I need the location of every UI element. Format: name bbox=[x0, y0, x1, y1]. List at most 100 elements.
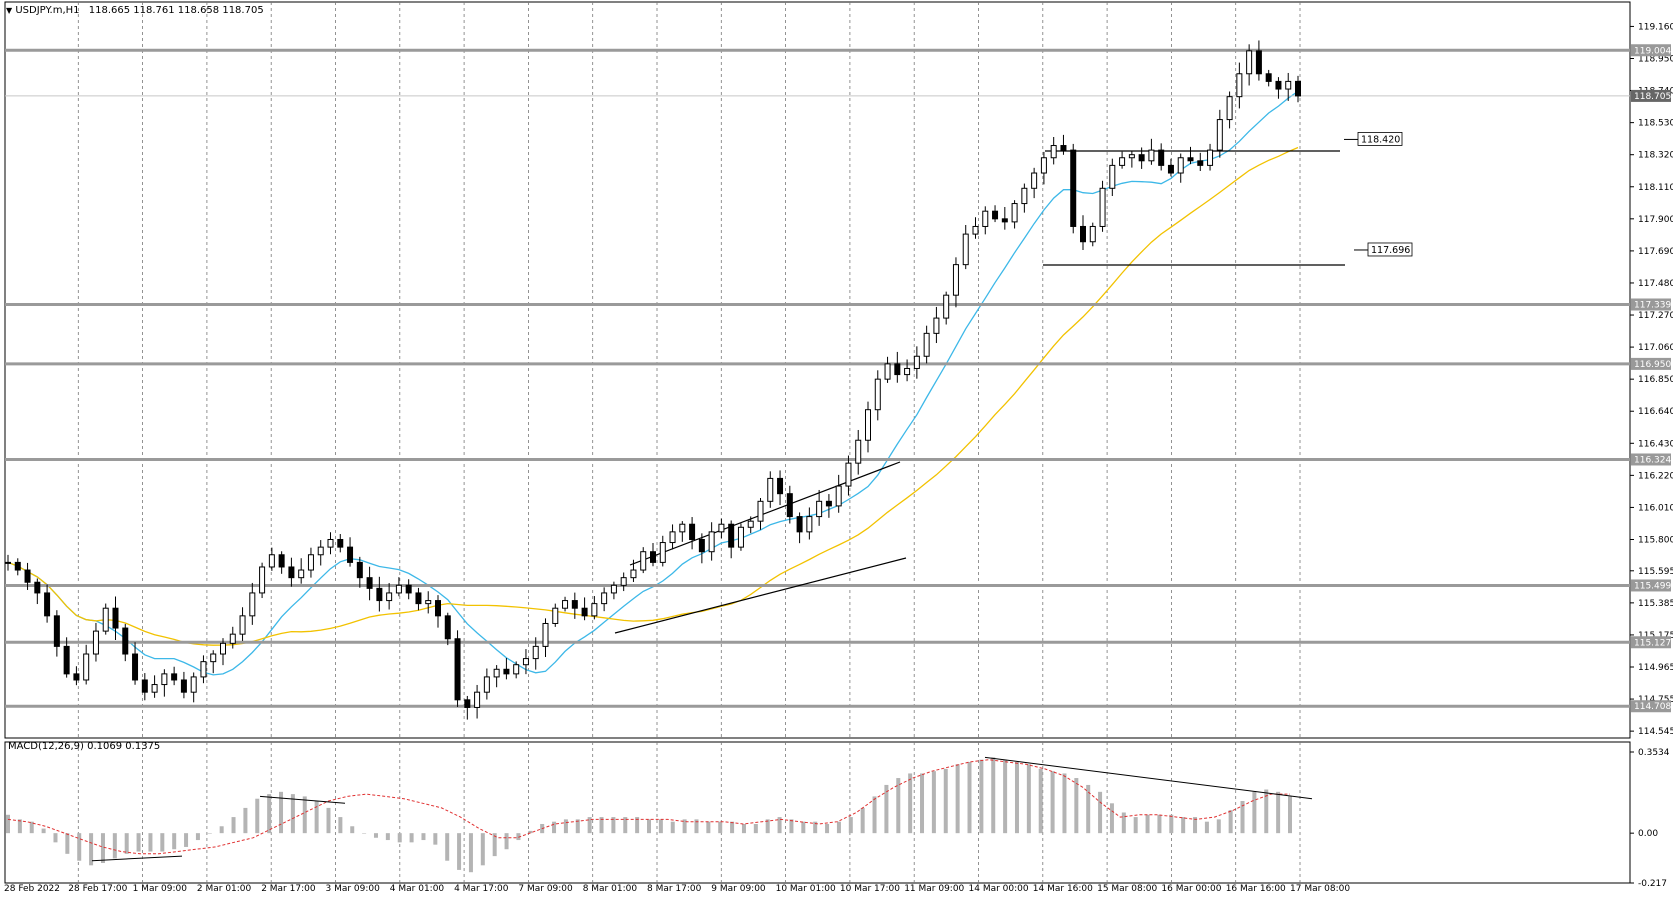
candle[interactable] bbox=[923, 325, 930, 364]
macd-divergence-line[interactable] bbox=[91, 855, 183, 862]
candle[interactable] bbox=[972, 217, 979, 239]
macd-divergence-line[interactable] bbox=[259, 795, 346, 804]
candle[interactable] bbox=[943, 291, 950, 325]
candle[interactable] bbox=[1295, 75, 1301, 103]
candle[interactable] bbox=[405, 579, 412, 600]
candle[interactable] bbox=[5, 554, 11, 571]
candle[interactable] bbox=[171, 666, 178, 686]
candle[interactable] bbox=[689, 517, 696, 550]
candle[interactable] bbox=[1226, 91, 1233, 129]
candle[interactable] bbox=[229, 626, 236, 649]
candle[interactable] bbox=[786, 485, 793, 524]
candle[interactable] bbox=[200, 655, 207, 684]
candle[interactable] bbox=[24, 562, 31, 590]
candle[interactable] bbox=[356, 556, 363, 588]
candle[interactable] bbox=[679, 521, 686, 542]
candle[interactable] bbox=[1031, 167, 1038, 199]
candle[interactable] bbox=[278, 551, 285, 574]
candle[interactable] bbox=[933, 306, 940, 344]
candle[interactable] bbox=[835, 474, 842, 513]
candle[interactable] bbox=[298, 558, 305, 584]
candle[interactable] bbox=[874, 370, 881, 421]
candle[interactable] bbox=[190, 672, 197, 703]
candle[interactable] bbox=[1246, 44, 1253, 86]
candle[interactable] bbox=[112, 596, 119, 640]
candle[interactable] bbox=[1236, 62, 1243, 109]
candle[interactable] bbox=[444, 612, 451, 646]
candle[interactable] bbox=[669, 524, 676, 550]
candle[interactable] bbox=[601, 587, 608, 612]
candle[interactable] bbox=[737, 523, 744, 551]
candle[interactable] bbox=[1138, 147, 1145, 169]
candle[interactable] bbox=[63, 637, 70, 678]
candle[interactable] bbox=[1285, 72, 1292, 101]
candle[interactable] bbox=[1099, 180, 1106, 232]
candle[interactable] bbox=[1050, 136, 1057, 165]
candle[interactable] bbox=[386, 583, 393, 610]
candle[interactable] bbox=[1060, 134, 1067, 155]
candle[interactable] bbox=[845, 455, 852, 496]
candle[interactable] bbox=[92, 622, 99, 662]
candle[interactable] bbox=[767, 471, 774, 508]
candle[interactable] bbox=[307, 547, 314, 578]
candle[interactable] bbox=[1255, 40, 1262, 81]
candle[interactable] bbox=[464, 695, 471, 720]
candle[interactable] bbox=[1109, 158, 1116, 197]
candle[interactable] bbox=[1167, 158, 1174, 177]
candle[interactable] bbox=[992, 205, 999, 223]
candle[interactable] bbox=[132, 642, 139, 685]
candle[interactable] bbox=[581, 597, 588, 621]
candle[interactable] bbox=[552, 603, 559, 627]
candle[interactable] bbox=[1275, 77, 1282, 99]
candle[interactable] bbox=[34, 578, 41, 605]
candle[interactable] bbox=[982, 206, 989, 235]
candle[interactable] bbox=[513, 661, 520, 679]
candle[interactable] bbox=[1177, 153, 1184, 183]
candle[interactable] bbox=[493, 665, 500, 688]
candle[interactable] bbox=[1158, 143, 1165, 171]
candle[interactable] bbox=[141, 673, 148, 701]
candle[interactable] bbox=[610, 581, 617, 600]
candle[interactable] bbox=[474, 684, 481, 719]
candle[interactable] bbox=[659, 535, 666, 567]
candle[interactable] bbox=[904, 359, 911, 382]
candle[interactable] bbox=[816, 489, 823, 526]
candle[interactable] bbox=[180, 671, 187, 699]
candle[interactable] bbox=[366, 566, 373, 601]
candle[interactable] bbox=[640, 547, 647, 574]
candle[interactable] bbox=[1011, 200, 1018, 229]
candle[interactable] bbox=[698, 533, 705, 564]
channel-lower-line[interactable] bbox=[614, 557, 907, 634]
candle[interactable] bbox=[542, 618, 549, 658]
candle[interactable] bbox=[728, 520, 735, 559]
candle[interactable] bbox=[865, 401, 871, 453]
candle[interactable] bbox=[1021, 183, 1028, 213]
candle[interactable] bbox=[122, 623, 129, 662]
candle[interactable] bbox=[532, 637, 539, 670]
candle[interactable] bbox=[210, 650, 217, 674]
candle[interactable] bbox=[83, 644, 90, 685]
candle[interactable] bbox=[777, 470, 784, 506]
candle[interactable] bbox=[73, 666, 80, 686]
candle[interactable] bbox=[796, 512, 803, 544]
candle[interactable] bbox=[855, 429, 862, 475]
candle[interactable] bbox=[44, 584, 51, 623]
candle[interactable] bbox=[962, 225, 969, 270]
channel-upper-line[interactable] bbox=[629, 461, 901, 566]
candle[interactable] bbox=[1128, 151, 1135, 168]
candle[interactable] bbox=[454, 630, 461, 707]
candle[interactable] bbox=[259, 562, 266, 599]
candle[interactable] bbox=[1265, 69, 1272, 87]
candle[interactable] bbox=[395, 577, 402, 597]
candle[interactable] bbox=[522, 649, 529, 675]
candle[interactable] bbox=[1119, 151, 1126, 169]
candle[interactable] bbox=[884, 356, 891, 383]
candle[interactable] bbox=[435, 595, 441, 628]
candle[interactable] bbox=[1089, 222, 1096, 247]
candle[interactable] bbox=[53, 610, 60, 657]
candle[interactable] bbox=[708, 522, 715, 561]
candle[interactable] bbox=[483, 668, 490, 700]
candle[interactable] bbox=[161, 669, 168, 697]
